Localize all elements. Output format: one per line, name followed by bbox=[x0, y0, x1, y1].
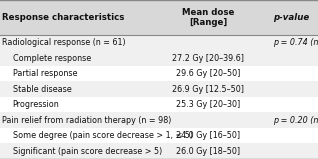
Text: 26.0 Gy [18–50]: 26.0 Gy [18–50] bbox=[176, 147, 240, 156]
Text: p-value: p-value bbox=[273, 13, 310, 22]
Text: Complete response: Complete response bbox=[13, 54, 91, 63]
Text: p = 0.74 (ns): p = 0.74 (ns) bbox=[273, 38, 318, 47]
Text: Pain relief from radiation therapy (n = 98): Pain relief from radiation therapy (n = … bbox=[2, 116, 171, 125]
Bar bbox=[0, 128, 318, 143]
Text: 27.2 Gy [20–39.6]: 27.2 Gy [20–39.6] bbox=[172, 54, 244, 63]
Bar bbox=[0, 0, 318, 35]
Text: Significant (pain score decrease > 5): Significant (pain score decrease > 5) bbox=[13, 147, 162, 156]
Text: 29.6 Gy [20–50]: 29.6 Gy [20–50] bbox=[176, 69, 240, 78]
Bar bbox=[0, 113, 318, 128]
Bar bbox=[0, 50, 318, 66]
Bar bbox=[0, 35, 318, 51]
Text: Stable disease: Stable disease bbox=[13, 85, 72, 94]
Text: 25.3 Gy [20–30]: 25.3 Gy [20–30] bbox=[176, 100, 240, 109]
Text: Response characteristics: Response characteristics bbox=[2, 13, 124, 22]
Text: Some degree (pain score decrease > 1, ≤ 5): Some degree (pain score decrease > 1, ≤ … bbox=[13, 131, 193, 140]
Text: 24.0 Gy [16–50]: 24.0 Gy [16–50] bbox=[176, 131, 240, 140]
Text: 26.9 Gy [12.5–50]: 26.9 Gy [12.5–50] bbox=[172, 85, 244, 94]
Text: Mean dose
[Range]: Mean dose [Range] bbox=[182, 8, 234, 27]
Text: Progression: Progression bbox=[13, 100, 59, 109]
Bar bbox=[0, 81, 318, 97]
Text: Partial response: Partial response bbox=[13, 69, 77, 78]
Bar bbox=[0, 97, 318, 113]
Text: Radiological response (n = 61): Radiological response (n = 61) bbox=[2, 38, 125, 47]
Bar bbox=[0, 143, 318, 159]
Text: p = 0.20 (ns): p = 0.20 (ns) bbox=[273, 116, 318, 125]
Bar bbox=[0, 66, 318, 82]
